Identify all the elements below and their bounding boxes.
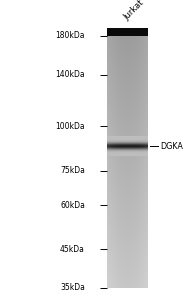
Text: DGKA: DGKA (160, 142, 183, 151)
Bar (107, 28, 148, 36)
Text: Jurkat: Jurkat (122, 0, 145, 22)
Text: 100kDa: 100kDa (55, 122, 85, 131)
Text: 75kDa: 75kDa (60, 166, 85, 175)
Text: 140kDa: 140kDa (55, 70, 85, 79)
Text: 45kDa: 45kDa (60, 245, 85, 254)
Text: 35kDa: 35kDa (60, 284, 85, 292)
Text: 180kDa: 180kDa (55, 32, 85, 40)
Text: 60kDa: 60kDa (60, 201, 85, 210)
